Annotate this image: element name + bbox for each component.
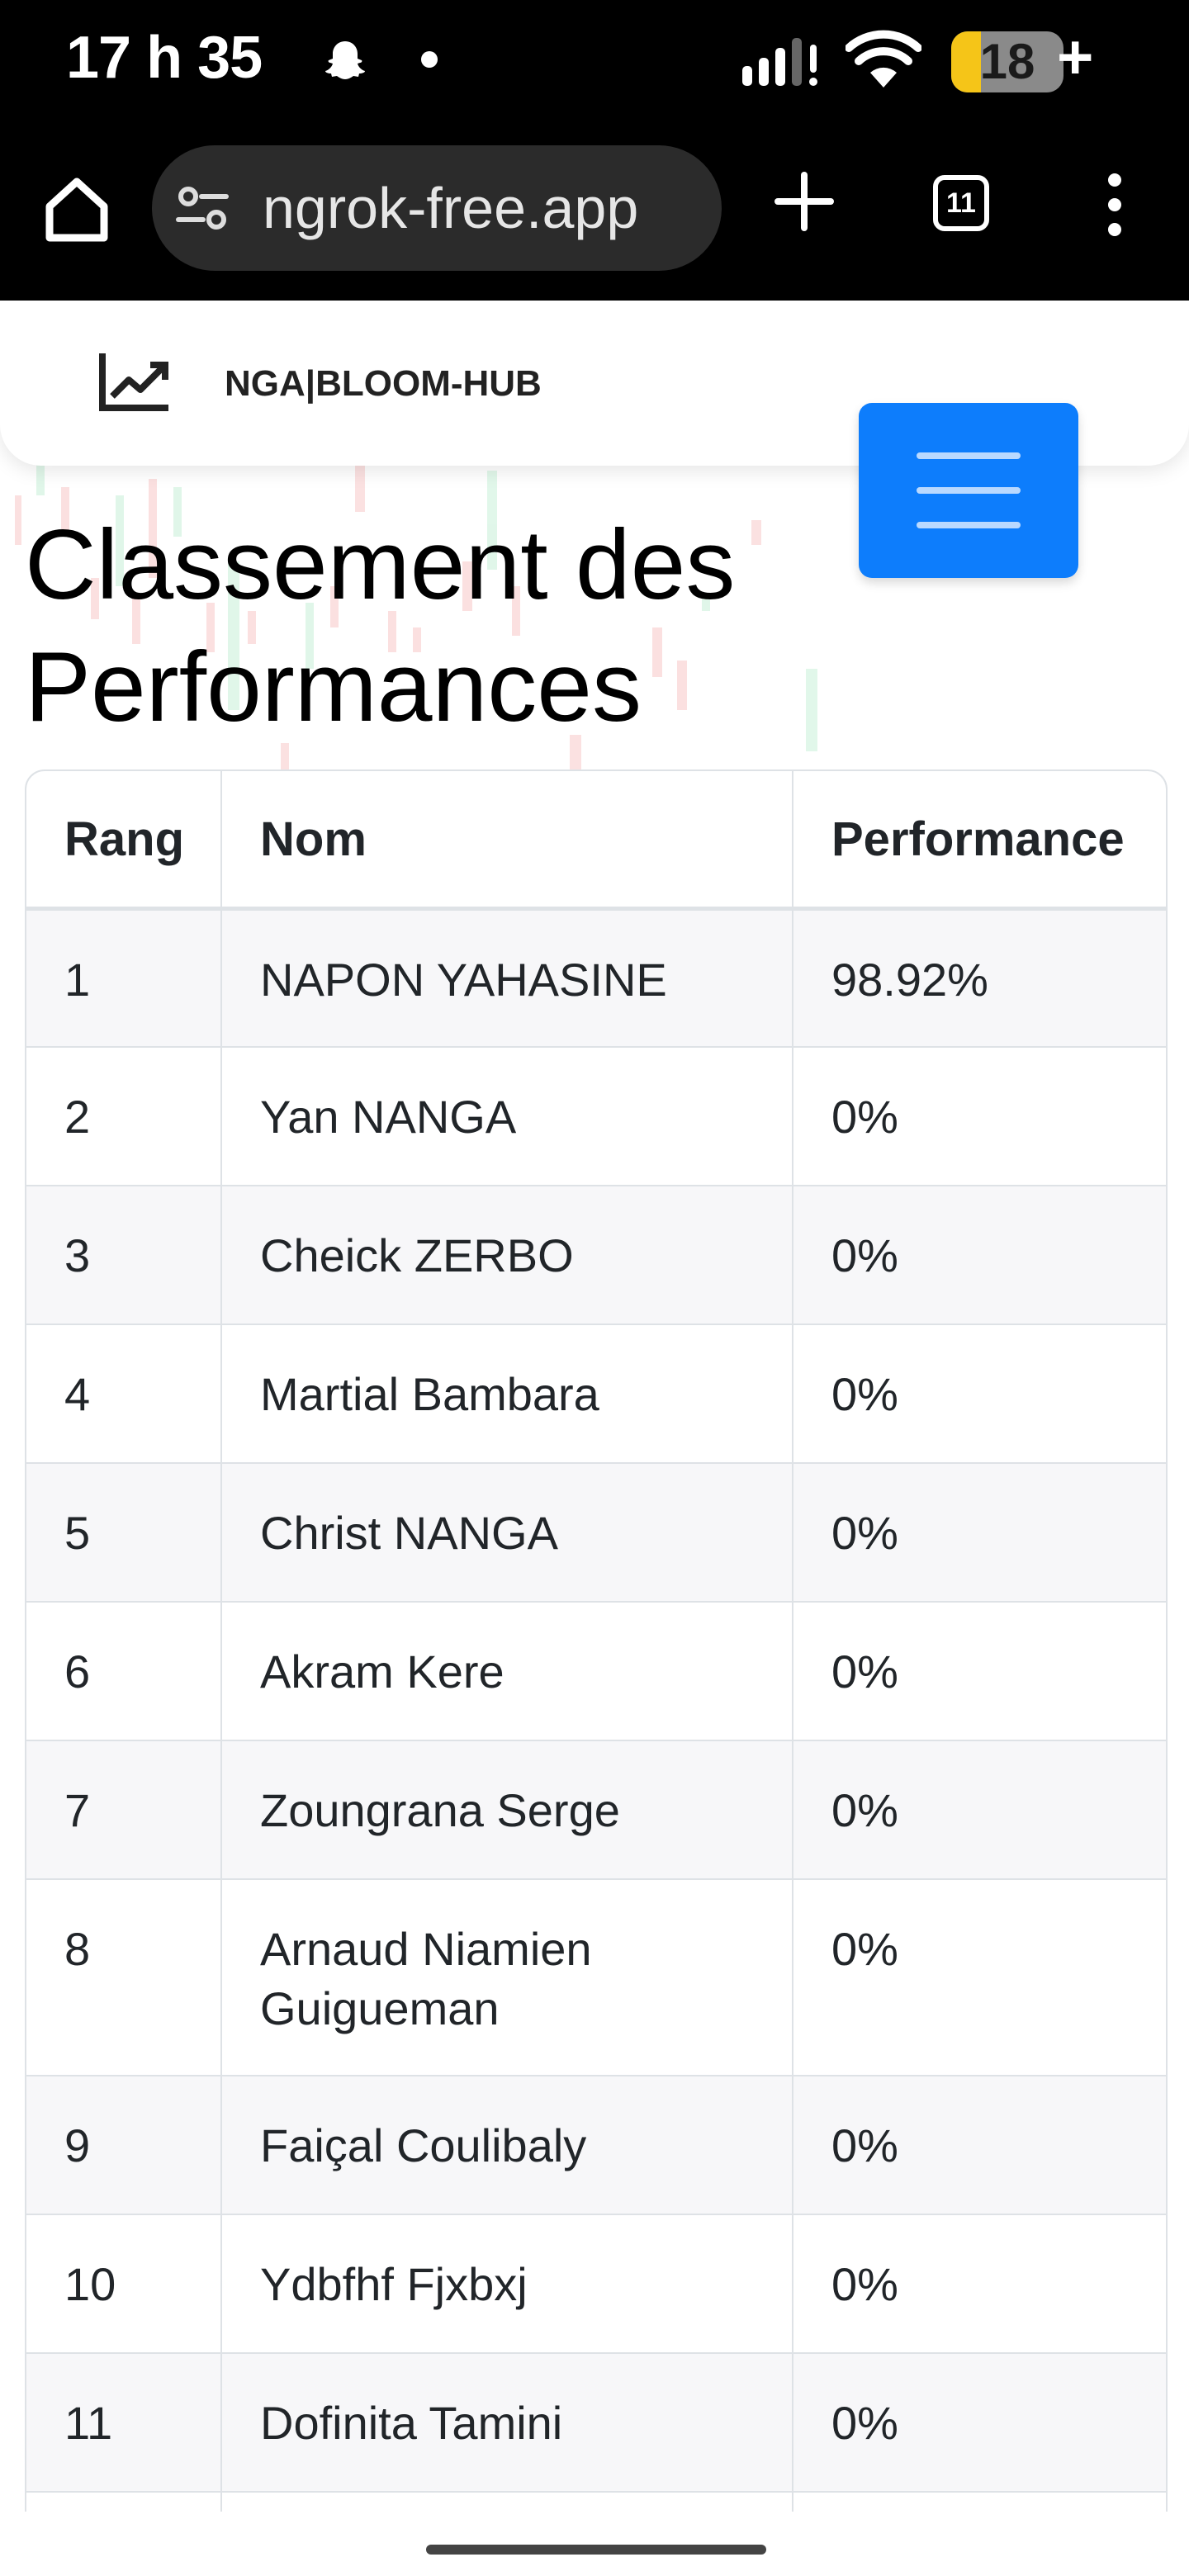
table-row: 10 Ydbfhf Fjxbxj 0% xyxy=(26,2214,1166,2353)
table-row: 11 Dofinita Tamini 0% xyxy=(26,2352,1166,2492)
performance-cell: 0% xyxy=(792,1878,1166,2076)
hamburger-menu-button[interactable] xyxy=(859,403,1078,578)
rank-cell: 6 xyxy=(26,1601,221,1740)
rank-cell: 1 xyxy=(26,908,221,1047)
name-cell: Yan NANGA xyxy=(220,1046,793,1186)
home-gesture-indicator[interactable] xyxy=(426,2545,766,2555)
hamburger-line xyxy=(917,522,1021,528)
brand-name[interactable]: NGA|BLOOM-HUB xyxy=(225,363,542,404)
system-navigation-bar xyxy=(0,2512,1189,2576)
more-menu-icon[interactable] xyxy=(1090,170,1139,239)
status-bar: 17 h 35 18 + xyxy=(0,0,1189,121)
table-row: 7 Zoungrana Serge 0% xyxy=(26,1740,1166,1879)
trending-chart-icon xyxy=(99,353,168,411)
column-header-name: Nom xyxy=(220,771,793,911)
table-row: 8 Arnaud Niamien Guigueman 0% xyxy=(26,1878,1166,2076)
charging-plus-icon: + xyxy=(1057,22,1094,92)
performance-cell: 0% xyxy=(792,1462,1166,1602)
candlestick-background xyxy=(15,462,817,776)
snapchat-icon xyxy=(325,41,365,79)
page-title: Classement des Performances xyxy=(25,509,736,742)
rank-cell: 9 xyxy=(26,2075,221,2214)
battery-icon: 18 xyxy=(951,31,1063,92)
rank-cell: 11 xyxy=(26,2352,221,2492)
performance-cell: 0% xyxy=(792,2352,1166,2492)
table-row: 9 Faiçal Coulibaly 0% xyxy=(26,2075,1166,2214)
table-row: 6 Akram Kere 0% xyxy=(26,1601,1166,1740)
rank-cell: 7 xyxy=(26,1740,221,1879)
rank-cell: 8 xyxy=(26,1878,221,2076)
rank-cell: 3 xyxy=(26,1185,221,1324)
table-row: 3 Cheick ZERBO 0% xyxy=(26,1185,1166,1324)
url-text[interactable]: ngrok-free.app xyxy=(263,176,639,240)
name-cell: Ydbfhf Fjxbxj xyxy=(220,2214,793,2353)
name-cell: NAPON YAHASINE xyxy=(220,908,793,1047)
name-cell: Martial Bambara xyxy=(220,1324,793,1463)
status-time: 17 h 35 xyxy=(66,25,263,91)
table-row: 5 Christ NANGA 0% xyxy=(26,1462,1166,1602)
performance-cell: 0% xyxy=(792,1740,1166,1879)
performance-cell: 98.92% xyxy=(792,908,1166,1047)
tab-switcher-icon[interactable]: 11 xyxy=(933,175,989,231)
rank-cell: 5 xyxy=(26,1462,221,1602)
site-settings-icon[interactable] xyxy=(175,183,230,233)
hamburger-line xyxy=(917,452,1021,459)
rank-cell: 10 xyxy=(26,2214,221,2353)
performance-cell: 0% xyxy=(792,1046,1166,1186)
notification-dot-icon xyxy=(421,51,438,68)
rank-cell: 4 xyxy=(26,1324,221,1463)
battery-level: 18 xyxy=(979,34,1035,89)
hamburger-line xyxy=(917,487,1021,494)
table-row: 2 Yan NANGA 0% xyxy=(26,1046,1166,1186)
table-header-row: Rang Nom Performance xyxy=(26,771,1166,911)
wifi-icon xyxy=(846,30,921,88)
performance-cell: 0% xyxy=(792,2214,1166,2353)
signal-icon xyxy=(742,38,817,86)
address-bar[interactable]: ngrok-free.app xyxy=(152,145,722,271)
name-cell: Zoungrana Serge xyxy=(220,1740,793,1879)
name-cell: Akram Kere xyxy=(220,1601,793,1740)
ranking-table: Rang Nom Performance 1 NAPON YAHASINE 98… xyxy=(25,769,1168,2523)
table-row: 4 Martial Bambara 0% xyxy=(26,1324,1166,1463)
name-cell: Dofinita Tamini xyxy=(220,2352,793,2492)
name-cell: Faiçal Coulibaly xyxy=(220,2075,793,2214)
column-header-performance: Performance xyxy=(792,771,1166,911)
table-row: 1 NAPON YAHASINE 98.92% xyxy=(26,908,1166,1047)
name-cell: Arnaud Niamien Guigueman xyxy=(220,1878,793,2076)
name-cell: Cheick ZERBO xyxy=(220,1185,793,1324)
performance-cell: 0% xyxy=(792,2075,1166,2214)
home-icon[interactable] xyxy=(41,173,112,244)
new-tab-icon[interactable] xyxy=(773,170,836,233)
name-cell: Christ NANGA xyxy=(220,1462,793,1602)
performance-cell: 0% xyxy=(792,1601,1166,1740)
browser-toolbar: ngrok-free.app 11 xyxy=(0,121,1189,301)
column-header-rank: Rang xyxy=(26,771,221,911)
performance-cell: 0% xyxy=(792,1185,1166,1324)
performance-cell: 0% xyxy=(792,1324,1166,1463)
rank-cell: 2 xyxy=(26,1046,221,1186)
